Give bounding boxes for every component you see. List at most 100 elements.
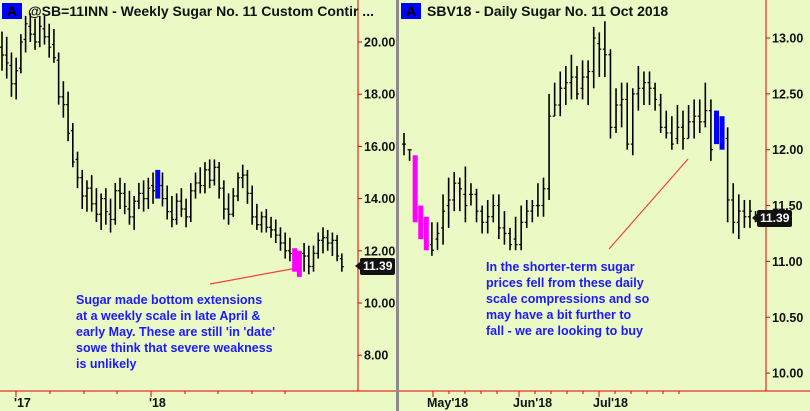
ohlc-bar[interactable]: [580, 60, 585, 100]
ohlc-bar[interactable]: [306, 245, 311, 275]
ohlc-bar[interactable]: [686, 105, 691, 140]
ohlc-bar[interactable]: [664, 110, 669, 139]
weekly-ohlc-plot[interactable]: 8.00 10.00 12.00 14.00 16.00 18.00 20.00 '17 '18: [0, 0, 397, 411]
ohlc-bar[interactable]: [402, 132, 406, 156]
ohlc-bar[interactable]: [316, 232, 321, 259]
ohlc-bar[interactable]: [28, 13, 33, 42]
ohlc-bar[interactable]: [42, 15, 47, 45]
ohlc-bar[interactable]: [480, 205, 485, 234]
ohlc-bar[interactable]: [23, 15, 28, 53]
ohlc-bar[interactable]: [103, 188, 108, 225]
ohlc-bar[interactable]: [99, 193, 104, 230]
ohlc-bar[interactable]: [423, 216, 429, 251]
panel-splitter[interactable]: [396, 0, 399, 411]
ohlc-bar[interactable]: [446, 177, 451, 228]
ohlc-bar[interactable]: [217, 162, 222, 199]
ohlc-bar[interactable]: [558, 71, 563, 117]
weekly-chart-panel[interactable]: 8.00 10.00 12.00 14.00 16.00 18.00 20.00 '17 '18…: [0, 0, 397, 411]
ohlc-bar[interactable]: [302, 242, 307, 272]
ohlc-bar[interactable]: [636, 65, 641, 111]
ohlc-bar[interactable]: [619, 82, 624, 128]
daily-chart-panel[interactable]: 10.00 10.50 11.00 11.50 12.00 12.50 13.00 May'1…: [399, 0, 810, 411]
ohlc-bar[interactable]: [122, 182, 127, 215]
ohlc-bar[interactable]: [491, 194, 496, 223]
ohlc-bar[interactable]: [697, 99, 702, 133]
ohlc-bar[interactable]: [407, 149, 412, 161]
ohlc-bar[interactable]: [80, 169, 85, 210]
ohlc-bar[interactable]: [202, 162, 207, 194]
ohlc-bar[interactable]: [502, 211, 507, 245]
ohlc-bar[interactable]: [608, 49, 613, 139]
ohlc-bar[interactable]: [94, 188, 99, 223]
ohlc-bar[interactable]: [563, 65, 568, 106]
ohlc-bar[interactable]: [287, 237, 292, 262]
ohlc-bar[interactable]: [136, 182, 141, 210]
ohlc-bar[interactable]: [320, 227, 325, 254]
ohlc-bar[interactable]: [269, 216, 274, 238]
chart-letter-badge[interactable]: A: [401, 3, 421, 19]
ohlc-bar[interactable]: [541, 177, 546, 217]
ohlc-bar[interactable]: [524, 199, 529, 228]
ohlc-bar[interactable]: [725, 127, 730, 223]
ohlc-bar[interactable]: [51, 28, 56, 63]
ohlc-bar[interactable]: [292, 248, 298, 272]
ohlc-bar[interactable]: [708, 99, 713, 161]
ohlc-bar[interactable]: [9, 52, 14, 97]
ohlc-bar[interactable]: [736, 194, 741, 240]
ohlc-bar[interactable]: [37, 15, 42, 48]
ohlc-bar[interactable]: [586, 60, 591, 106]
ohlc-bar[interactable]: [597, 32, 602, 78]
ohlc-bar[interactable]: [118, 177, 122, 210]
ohlc-bar[interactable]: [169, 195, 174, 228]
ohlc-bar[interactable]: [653, 82, 658, 111]
ohlc-bar[interactable]: [675, 105, 680, 145]
ohlc-bar[interactable]: [311, 245, 316, 272]
ohlc-bar[interactable]: [418, 205, 424, 240]
ohlc-bar[interactable]: [165, 185, 170, 220]
ohlc-bar[interactable]: [441, 194, 446, 245]
ohlc-bar[interactable]: [264, 209, 269, 233]
ohlc-bar[interactable]: [66, 91, 71, 142]
ohlc-bar[interactable]: [4, 36, 9, 79]
ohlc-bar[interactable]: [193, 172, 198, 199]
ohlc-bar[interactable]: [747, 199, 752, 228]
ohlc-bar[interactable]: [226, 193, 231, 225]
ohlc-bar[interactable]: [207, 159, 212, 189]
ohlc-bar[interactable]: [61, 81, 66, 118]
ohlc-bar[interactable]: [14, 57, 19, 100]
ohlc-bar[interactable]: [625, 82, 630, 150]
ohlc-bar[interactable]: [552, 82, 557, 117]
ohlc-bar[interactable]: [174, 193, 179, 225]
ohlc-bar[interactable]: [647, 71, 652, 106]
ohlc-bar[interactable]: [412, 155, 418, 223]
ohlc-bar[interactable]: [669, 116, 674, 150]
ohlc-bar[interactable]: [547, 93, 552, 200]
ohlc-bar[interactable]: [513, 216, 518, 251]
ohlc-bar[interactable]: [435, 222, 440, 251]
ohlc-bar[interactable]: [188, 182, 193, 223]
ohlc-bar[interactable]: [591, 26, 596, 89]
ohlc-bar[interactable]: [33, 18, 38, 50]
ohlc-bar[interactable]: [519, 205, 524, 251]
ohlc-bar[interactable]: [108, 198, 113, 233]
ohlc-bar[interactable]: [70, 122, 75, 168]
ohlc-bar[interactable]: [535, 183, 540, 217]
ohlc-bar[interactable]: [184, 198, 189, 228]
ohlc-bar[interactable]: [429, 222, 434, 256]
ohlc-bar[interactable]: [574, 65, 579, 100]
ohlc-bar[interactable]: [155, 169, 161, 199]
ohlc-bar[interactable]: [160, 172, 165, 207]
ohlc-bar[interactable]: [250, 185, 255, 225]
ohlc-bar[interactable]: [89, 175, 94, 212]
ohlc-bar[interactable]: [151, 172, 156, 204]
chart-letter-badge[interactable]: A: [2, 3, 22, 19]
ohlc-bar[interactable]: [236, 172, 240, 202]
ohlc-bar[interactable]: [474, 188, 479, 223]
ohlc-bar[interactable]: [278, 227, 283, 251]
ohlc-bar[interactable]: [273, 219, 278, 243]
ohlc-bar[interactable]: [681, 110, 685, 150]
ohlc-bar[interactable]: [113, 182, 118, 225]
ohlc-bar[interactable]: [703, 82, 708, 128]
ohlc-bar[interactable]: [240, 164, 245, 189]
ohlc-bar[interactable]: [146, 177, 151, 210]
